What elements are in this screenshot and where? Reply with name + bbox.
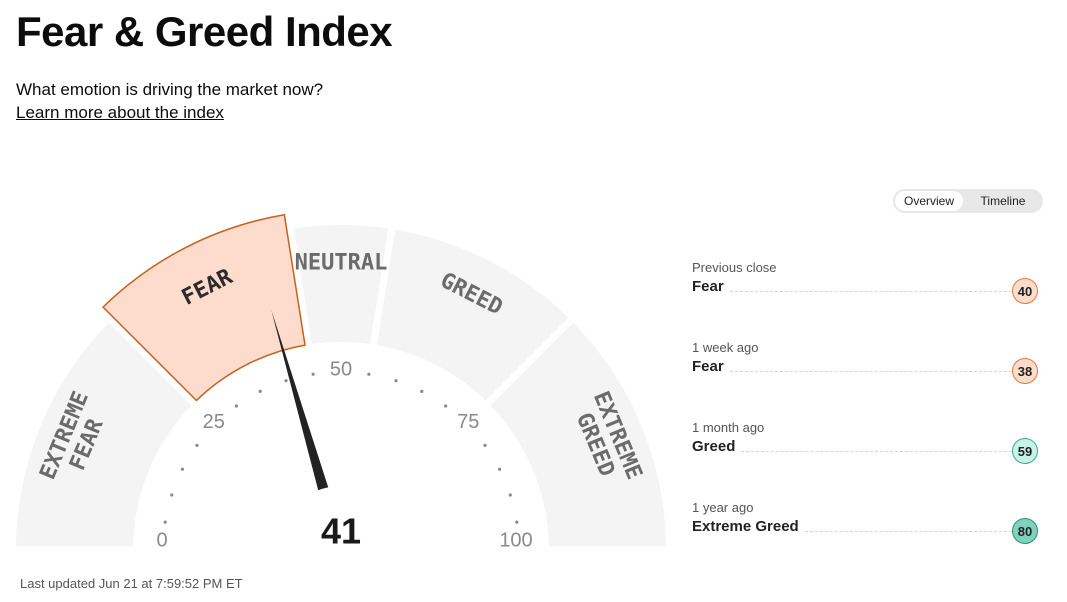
history-period: 1 week ago bbox=[692, 340, 759, 355]
gauge-tick-label: 75 bbox=[457, 411, 479, 433]
history-row-1-month: 1 month ago Greed 59 bbox=[692, 418, 1042, 478]
gauge-tick-dot bbox=[234, 404, 238, 408]
gauge-segment-extreme-fear bbox=[16, 322, 192, 547]
gauge-tick-dot bbox=[170, 493, 174, 497]
gauge-tick-label: 100 bbox=[499, 529, 532, 551]
history-period: Previous close bbox=[692, 260, 777, 275]
gauge-tick-dot bbox=[258, 389, 262, 394]
gauge-hub bbox=[277, 486, 405, 575]
history-label: Fear bbox=[692, 358, 724, 375]
last-updated-text: Last updated Jun 21 at 7:59:52 PM ET bbox=[20, 576, 243, 591]
history-badge: 59 bbox=[1012, 438, 1038, 464]
gauge-tick-label: 0 bbox=[156, 529, 167, 551]
gauge-tick-label: 25 bbox=[203, 411, 225, 433]
learn-more-link[interactable]: Learn more about the index bbox=[16, 103, 224, 122]
history-row-1-year: 1 year ago Extreme Greed 80 bbox=[692, 498, 1042, 558]
gauge-label-neutral: NEUTRAL bbox=[295, 251, 388, 276]
gauge-tick-dot bbox=[394, 379, 398, 383]
gauge-tick-dot bbox=[508, 493, 512, 497]
gauge-segment-neutral bbox=[293, 225, 389, 345]
gauge-tick-dot bbox=[284, 379, 288, 383]
history-divider bbox=[741, 451, 1012, 452]
gauge-tick-dot bbox=[497, 467, 502, 471]
view-toggle: Overview Timeline bbox=[893, 189, 1043, 213]
history-row-previous-close: Previous close Fear 40 bbox=[692, 258, 1042, 318]
history-divider bbox=[805, 531, 1012, 532]
history-period: 1 month ago bbox=[692, 420, 765, 435]
history-badge: 40 bbox=[1012, 278, 1038, 304]
fear-greed-gauge: EXTREMEFEARFEARNEUTRALGREEDEXTREMEGREED … bbox=[16, 213, 666, 575]
history-label: Extreme Greed bbox=[692, 518, 799, 535]
gauge-segment-greed bbox=[376, 229, 569, 401]
history-row-1-week: 1 week ago Fear 38 bbox=[692, 338, 1042, 398]
gauge-tick-dot bbox=[163, 520, 167, 524]
history-period: 1 year ago bbox=[692, 500, 754, 515]
gauge-tick-label: 50 bbox=[330, 358, 352, 380]
gauge-segment-fear bbox=[102, 213, 306, 402]
gauge-tick-dot bbox=[420, 389, 424, 394]
gauge-tick-dot bbox=[180, 467, 185, 471]
page-subtitle: What emotion is driving the market now? bbox=[16, 80, 324, 99]
gauge-tick-dot bbox=[195, 443, 199, 447]
gauge-tick-dot bbox=[483, 443, 487, 447]
history-badge: 38 bbox=[1012, 358, 1038, 384]
history-badge: 80 bbox=[1012, 518, 1038, 544]
history-label: Greed bbox=[692, 438, 736, 455]
gauge-tick-dot bbox=[444, 404, 448, 408]
page-title: Fear & Greed Index bbox=[16, 8, 393, 55]
overview-tab[interactable]: Overview bbox=[895, 191, 963, 211]
gauge-tick-dot bbox=[515, 520, 519, 524]
gauge-score: 41 bbox=[321, 511, 361, 552]
history-divider bbox=[730, 371, 1012, 372]
gauge-tick-dot bbox=[367, 372, 371, 376]
gauge-ticks: 0 25 50 75 100 bbox=[156, 358, 532, 551]
gauge-segment-extreme-greed bbox=[490, 322, 666, 547]
history-divider bbox=[730, 291, 1012, 292]
gauge-tick-dot bbox=[311, 372, 315, 376]
timeline-tab[interactable]: Timeline bbox=[980, 194, 1026, 208]
history-label: Fear bbox=[692, 278, 724, 295]
